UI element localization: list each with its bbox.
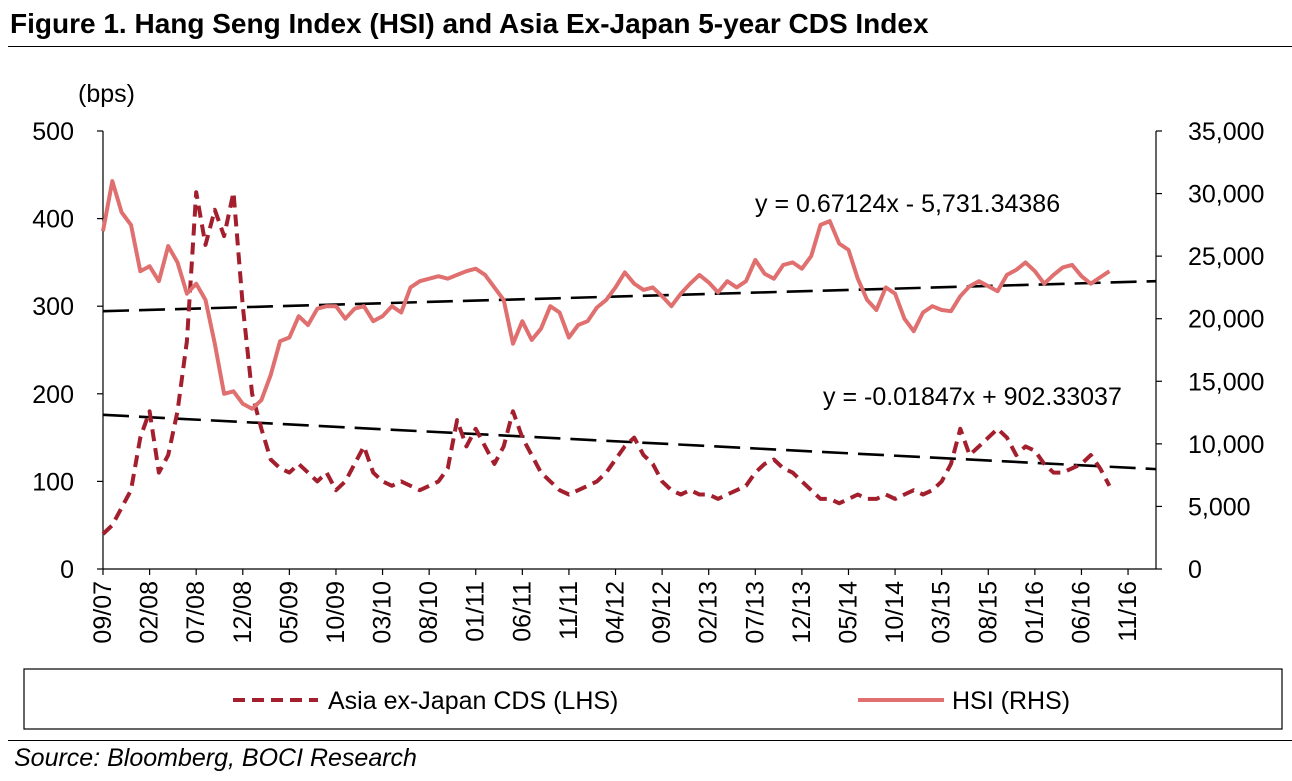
legend-box [23, 668, 1283, 730]
right-axis-label: 0 [1188, 556, 1202, 584]
left-axis-unit: (bps) [78, 80, 135, 108]
x-axis-label: 10/14 [881, 581, 909, 644]
x-axis-label: 01/16 [1021, 581, 1049, 644]
title-underline [8, 46, 1292, 47]
hsi-series-line [101, 179, 1111, 411]
x-axis-label: 12/13 [788, 581, 816, 644]
legend-cds-label: Asia ex-Japan CDS (LHS) [328, 687, 618, 715]
x-axis-label: 07/13 [741, 581, 769, 644]
x-axis-label: 01/11 [462, 581, 490, 642]
chart-title: Figure 1. Hang Seng Index (HSI) and Asia… [10, 8, 929, 39]
cds-trendline [102, 413, 1157, 471]
source-rule [8, 740, 1292, 741]
x-axis-label: 08/10 [415, 581, 443, 644]
left-axis-label: 200 [32, 381, 74, 409]
hsi-trendline [102, 279, 1157, 313]
x-axis-label: 11/16 [1114, 581, 1142, 642]
x-axis-label: 09/12 [648, 581, 676, 644]
x-axis-label: 02/13 [695, 581, 723, 644]
source-note: Source: Bloomberg, BOCI Research [14, 744, 417, 772]
cds-series-line [101, 190, 1112, 536]
right-axis-label: 5,000 [1188, 493, 1251, 521]
series-lines [101, 179, 1112, 536]
left-axis-label: 400 [32, 206, 74, 234]
legend-hsi-label: HSI (RHS) [952, 687, 1070, 715]
right-axis-label: 10,000 [1188, 431, 1264, 459]
x-axis-label: 09/07 [89, 581, 117, 644]
left-axis-label: 300 [32, 293, 74, 321]
x-axis-label: 06/16 [1067, 581, 1095, 644]
right-axis-label: 35,000 [1188, 118, 1264, 146]
x-axis-label: 12/08 [229, 581, 257, 644]
x-axis-label: 03/10 [369, 581, 397, 644]
x-axis-label: 08/15 [974, 581, 1002, 644]
x-axis-label: 10/09 [322, 581, 350, 644]
left-axis-label: 500 [32, 118, 74, 146]
x-axis-label: 04/12 [602, 581, 630, 644]
right-axis-label: 25,000 [1188, 243, 1264, 271]
x-axis-label: 05/09 [275, 581, 303, 644]
right-axis-label: 15,000 [1188, 368, 1264, 396]
legend: Asia ex-Japan CDS (LHS) HSI (RHS) [23, 668, 1283, 730]
x-axis-label: 06/11 [508, 581, 536, 642]
chart-labels: 0 100 200 300 400 500(bps) 0 5,000 10,000 15,000 2… [32, 80, 1264, 644]
cds-trend-equation: y = -0.01847x + 902.33037 [823, 383, 1122, 411]
hsi-trend-equation: y = 0.67124x - 5,731.34386 [755, 190, 1060, 218]
right-axis-label: 30,000 [1188, 181, 1264, 209]
left-axis-label: 0 [60, 556, 74, 584]
axes [97, 130, 1162, 575]
x-axis-label: 05/14 [834, 581, 862, 644]
right-axis-label: 20,000 [1188, 306, 1264, 334]
x-axis-label: 03/15 [928, 581, 956, 644]
x-axis-label: 07/08 [182, 581, 210, 644]
x-axis-label: 02/08 [136, 581, 164, 644]
x-axis-label: 11/11 [555, 581, 583, 640]
trendlines [102, 279, 1157, 471]
left-axis-label: 100 [32, 468, 74, 496]
